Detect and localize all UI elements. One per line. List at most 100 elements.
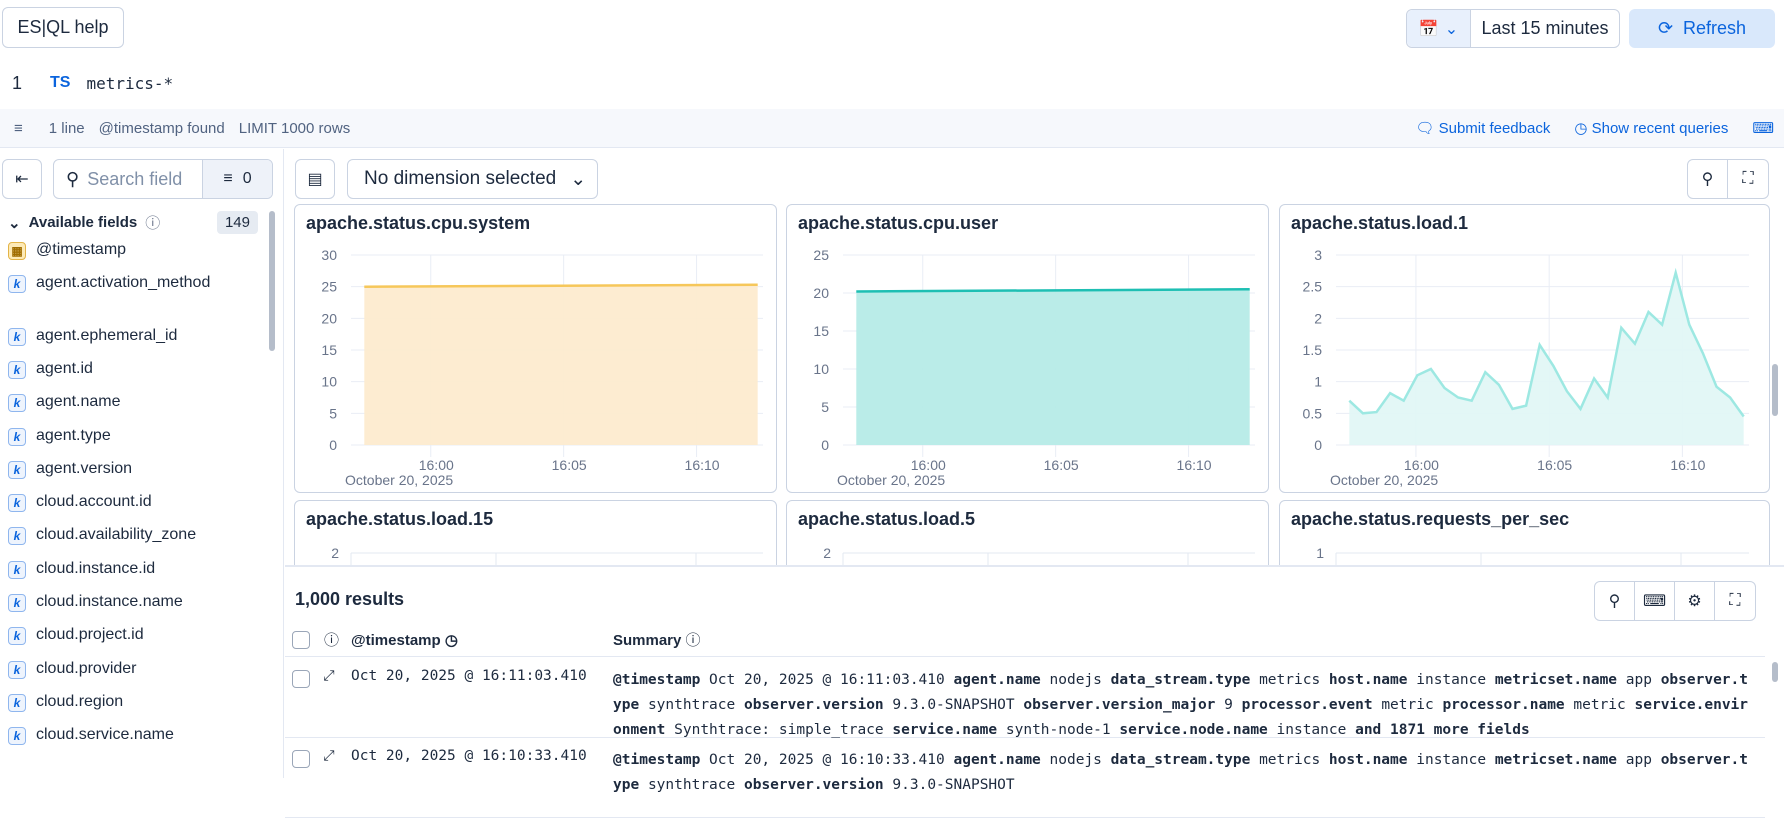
x-tick-label: 16:10: [1177, 457, 1212, 473]
metric-chart-card[interactable]: 0 0.5 1 1.5 2 2.5 3 16:00 16:05 16:10 October 20, …: [1279, 204, 1770, 493]
keyboard-icon[interactable]: ⌨: [1635, 582, 1675, 620]
fullscreen-icon[interactable]: ⛶: [1729, 592, 1741, 609]
display-settings-icon[interactable]: ⚙: [1675, 582, 1715, 620]
field-item[interactable]: k agent.version: [8, 460, 258, 479]
x-tick-label: 16:10: [685, 457, 720, 473]
metric-chart-card[interactable]: 2 apache.status.load.5: [786, 500, 1269, 566]
metric-chart-card[interactable]: 0 5 10 15 20 25 16:00 16:05 16:10 October 20, 202…: [786, 204, 1269, 493]
date-picker[interactable]: 📅 ⌄ Last 15 minutes: [1406, 9, 1620, 48]
dimension-select[interactable]: No dimension selected ⌄: [347, 159, 598, 199]
area-fill: [364, 284, 758, 445]
editor-footer: ≡ 1 line @timestamp found LIMIT 1000 row…: [0, 109, 1784, 148]
timestamp-status: @timestamp found: [98, 119, 225, 137]
filter-icon: ≡: [223, 170, 233, 187]
y-tick-label: 1: [1316, 545, 1324, 561]
chart-title: apache.status.load.1: [1291, 213, 1469, 233]
results-panel: 1,000 results ⚲ ⌨ ⚙ ⛶ ⓘ @timestamp ◷ Sum…: [285, 565, 1784, 818]
sidebar-scrollbar[interactable]: [269, 211, 275, 351]
y-tick-label: 2: [331, 545, 339, 561]
table-row[interactable]: ⤢ Oct 20, 2025 @ 16:10:33.410 @timestamp O…: [285, 738, 1765, 818]
submit-feedback-link[interactable]: 🗨 Submit feedback: [1415, 120, 1551, 137]
search-icon: ⚲: [66, 168, 80, 189]
y-tick-label: 2: [823, 545, 831, 561]
metric-chart: 0 5 10 15 20 25 16:00 16:05 16:10 October 20, 202…: [813, 247, 1255, 488]
area-fill: [856, 289, 1250, 445]
metric-chart: 0 0.5 1 1.5 2 2.5 3 16:00 16:05 16:10 October 20, …: [1303, 247, 1749, 488]
field-name: agent.type: [36, 426, 111, 444]
keyword-field-icon: k: [8, 527, 26, 546]
available-fields-header[interactable]: ⌄ Available fields ⓘ 149: [8, 211, 258, 234]
field-item[interactable]: k agent.activation_method: [8, 274, 258, 294]
show-recent-queries-link[interactable]: ◷ Show recent queries: [1574, 120, 1729, 137]
query-editor[interactable]: 1 TS metrics-*: [0, 70, 173, 96]
available-fields-label: Available fields: [28, 214, 138, 231]
field-item[interactable]: k agent.ephemeral_id: [8, 327, 258, 346]
grid-scrollbar[interactable]: [1772, 364, 1778, 416]
expand-row-icon[interactable]: ⤢: [323, 668, 335, 684]
calendar-icon[interactable]: 📅 ⌄: [1407, 10, 1471, 47]
search-field-input[interactable]: ⚲ Search field ≡ 0: [53, 159, 273, 199]
keyword-field-icon: k: [8, 494, 26, 513]
results-count: 1,000 results: [295, 589, 405, 609]
collapse-sidebar-button[interactable]: ⇤: [2, 159, 42, 199]
field-item[interactable]: k cloud.instance.id: [8, 560, 258, 579]
wrap-icon[interactable]: ≡: [14, 119, 23, 137]
keyword-field-icon: k: [8, 275, 26, 294]
field-item[interactable]: k agent.type: [8, 427, 258, 446]
metric-chart: 2: [823, 545, 1255, 566]
field-item[interactable]: k agent.id: [8, 360, 258, 379]
field-item[interactable]: k cloud.account.id: [8, 493, 258, 513]
column-timestamp[interactable]: @timestamp ◷: [351, 631, 458, 649]
row-checkbox[interactable]: [292, 670, 310, 688]
table-row[interactable]: ⤢ Oct 20, 2025 @ 16:11:03.410 @timestamp O…: [285, 658, 1765, 738]
metrics-grid: 0 5 10 15 20 25 30 16:00 16:05 16:10 October 20, 2…: [285, 204, 1784, 566]
table-scrollbar[interactable]: [1772, 662, 1778, 682]
field-item[interactable]: k cloud.service.name: [8, 726, 258, 746]
field-name: @timestamp: [36, 241, 127, 258]
date-range-label[interactable]: Last 15 minutes: [1481, 18, 1609, 38]
select-all-checkbox[interactable]: [292, 630, 310, 649]
field-name: cloud.availability_zone: [36, 526, 197, 544]
search-icon[interactable]: ⚲: [1595, 582, 1635, 620]
y-tick-label: 10: [321, 374, 337, 390]
query-text[interactable]: metrics-*: [86, 73, 174, 93]
chevron-down-icon: ⌄: [8, 214, 21, 232]
field-item[interactable]: k cloud.region: [8, 693, 258, 712]
metric-chart-card[interactable]: 1 apache.status.requests_per_sec: [1279, 500, 1770, 566]
field-name: cloud.account.id: [36, 493, 152, 511]
field-item[interactable]: k agent.name: [8, 393, 258, 413]
keyword-field-icon: k: [8, 627, 26, 646]
y-tick-label: 20: [813, 285, 829, 301]
filter-count: 0: [242, 170, 252, 187]
y-tick-label: 10: [813, 361, 829, 377]
keyword-field-icon: k: [8, 394, 26, 413]
row-timestamp: Oct 20, 2025 @ 16:10:33.410: [351, 748, 587, 764]
metric-chart-card[interactable]: 2 apache.status.load.15: [294, 500, 777, 566]
column-summary[interactable]: Summary ⓘ: [613, 632, 701, 649]
fullscreen-icon[interactable]: ⛶: [1742, 170, 1754, 187]
metric-chart: 1: [1316, 545, 1749, 566]
metric-chart-card[interactable]: 0 5 10 15 20 25 30 16:00 16:05 16:10 October 20, 2…: [294, 204, 777, 493]
search-icon[interactable]: ⚲: [1688, 160, 1728, 198]
toggle-chart-button[interactable]: ▤: [295, 159, 335, 199]
field-item[interactable]: k cloud.instance.name: [8, 593, 258, 612]
limit-status: LIMIT 1000 rows: [238, 119, 351, 137]
y-tick-label: 0: [329, 437, 337, 453]
y-tick-label: 5: [821, 399, 829, 415]
refresh-button[interactable]: ⟳ Refresh: [1629, 9, 1775, 48]
field-name: agent.ephemeral_id: [36, 326, 178, 344]
keyword-field-icon: k: [8, 693, 26, 712]
field-filter-button[interactable]: ≡ 0: [202, 160, 272, 198]
field-item[interactable]: ▦ @timestamp: [8, 241, 258, 260]
chart-title: apache.status.load.5: [798, 509, 976, 529]
row-timestamp: Oct 20, 2025 @ 16:11:03.410: [351, 668, 587, 684]
field-item[interactable]: k cloud.provider: [8, 660, 258, 679]
expand-row-icon[interactable]: ⤢: [323, 748, 335, 764]
keyboard-icon[interactable]: ⌨: [1752, 120, 1774, 137]
esql-help-button[interactable]: ES|QL help: [2, 7, 124, 48]
chevron-down-icon: ⌄: [1444, 20, 1459, 38]
field-item[interactable]: k cloud.project.id: [8, 626, 258, 646]
field-item[interactable]: k cloud.availability_zone: [8, 526, 258, 546]
main-panel: ▤ No dimension selected ⌄ ⚲ ⛶ 0 5 10 15 20 25 3…: [285, 149, 1784, 818]
row-checkbox[interactable]: [292, 750, 310, 768]
